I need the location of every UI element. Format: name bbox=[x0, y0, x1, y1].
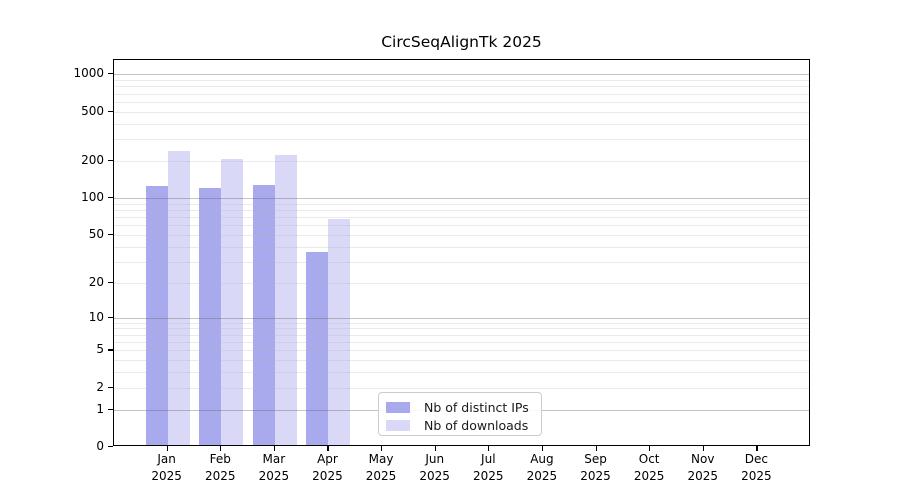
x-tick-label-mar: Mar 2025 bbox=[258, 452, 290, 483]
gridline-minor-200 bbox=[114, 160, 809, 162]
x-tick-label-dec: Dec 2025 bbox=[741, 452, 772, 483]
gridline-minor-4 bbox=[114, 360, 809, 362]
gridline-minor-9 bbox=[114, 322, 809, 324]
gridline-minor-900 bbox=[114, 79, 809, 81]
y-tick-label-1: 1 bbox=[96, 401, 104, 416]
gridline-minor-20 bbox=[114, 282, 809, 284]
gridline-minor-90 bbox=[114, 203, 809, 205]
y-tick-mark-1000 bbox=[108, 73, 113, 75]
x-tick-label-sep: Sep 2025 bbox=[580, 452, 611, 483]
y-tick-mark-2 bbox=[108, 386, 113, 388]
gridline-minor-7 bbox=[114, 334, 809, 336]
chart-title: CircSeqAlignTk 2025 bbox=[381, 33, 542, 51]
y-tick-mark-50 bbox=[108, 233, 113, 236]
gridline-major-1000 bbox=[114, 74, 809, 76]
gridline-minor-500 bbox=[114, 111, 809, 113]
gridline-major-100 bbox=[114, 198, 809, 200]
x-tick-mark-feb bbox=[220, 446, 222, 451]
x-tick-label-oct: Oct 2025 bbox=[633, 452, 665, 483]
bar-feb-nb-of-downloads bbox=[221, 158, 244, 445]
gridline-minor-70 bbox=[114, 217, 809, 219]
x-tick-label-jun: Jun 2025 bbox=[419, 452, 450, 483]
gridline-minor-600 bbox=[114, 101, 809, 103]
legend-label-distinct-ips: Nb of distinct IPs bbox=[424, 400, 529, 415]
y-tick-label-200: 200 bbox=[81, 152, 104, 167]
y-tick-label-50: 50 bbox=[88, 226, 104, 241]
gridline-minor-5 bbox=[114, 350, 809, 352]
legend-item-downloads: Nb of downloads bbox=[386, 417, 533, 434]
y-tick-mark-1 bbox=[108, 408, 113, 410]
gridline-minor-800 bbox=[114, 86, 809, 88]
gridline-minor-3 bbox=[114, 372, 809, 374]
legend: Nb of distinct IPs Nb of downloads bbox=[378, 392, 542, 436]
x-tick-mark-jun bbox=[434, 446, 436, 451]
plot-area bbox=[113, 59, 810, 446]
x-tick-mark-oct bbox=[649, 446, 651, 451]
y-tick-mark-20 bbox=[108, 281, 113, 283]
y-tick-label-1000: 1000 bbox=[73, 66, 104, 81]
gridline-minor-300 bbox=[114, 139, 809, 141]
x-tick-mark-sep bbox=[595, 446, 597, 451]
bar-apr-nb-of-downloads bbox=[328, 219, 351, 445]
legend-item-distinct-ips: Nb of distinct IPs bbox=[386, 399, 533, 416]
x-tick-mark-dec bbox=[756, 446, 758, 451]
gridline-minor-6 bbox=[114, 342, 809, 344]
y-tick-mark-0 bbox=[108, 446, 113, 448]
legend-label-downloads: Nb of downloads bbox=[424, 418, 529, 433]
gridline-minor-30 bbox=[114, 261, 809, 263]
gridline-minor-2 bbox=[114, 387, 809, 389]
gridline-major-10 bbox=[114, 317, 809, 319]
x-tick-mark-jan bbox=[166, 446, 168, 451]
x-tick-label-feb: Feb 2025 bbox=[204, 452, 236, 483]
gridline-minor-8 bbox=[114, 328, 809, 330]
gridline-minor-700 bbox=[114, 93, 809, 95]
x-tick-mark-jul bbox=[488, 446, 490, 451]
x-tick-label-apr: Apr 2025 bbox=[312, 452, 343, 483]
x-tick-label-jan: Jan 2025 bbox=[151, 452, 182, 483]
x-tick-label-aug: Aug 2025 bbox=[526, 452, 558, 483]
x-tick-label-may: May 2025 bbox=[365, 452, 397, 483]
x-tick-mark-apr bbox=[327, 446, 329, 451]
y-tick-label-5: 5 bbox=[96, 342, 104, 357]
x-tick-label-nov: Nov 2025 bbox=[687, 452, 719, 483]
y-tick-label-10: 10 bbox=[88, 309, 104, 324]
y-tick-label-0: 0 bbox=[96, 439, 104, 453]
x-tick-mark-aug bbox=[541, 446, 544, 451]
bar-feb-nb-of-distinct-ips bbox=[199, 187, 222, 445]
gridline-minor-80 bbox=[114, 209, 809, 211]
legend-swatch-downloads bbox=[386, 420, 410, 431]
x-tick-mark-mar bbox=[273, 446, 276, 451]
bar-mar-nb-of-distinct-ips bbox=[252, 185, 275, 445]
legend-swatch-distinct-ips bbox=[386, 402, 410, 413]
gridline-minor-40 bbox=[114, 246, 809, 248]
y-tick-label-2: 2 bbox=[96, 379, 104, 394]
y-tick-label-100: 100 bbox=[81, 190, 104, 205]
bar-mar-nb-of-downloads bbox=[274, 155, 297, 445]
bar-apr-nb-of-distinct-ips bbox=[306, 251, 329, 445]
gridline-minor-50 bbox=[114, 234, 809, 236]
y-tick-label-20: 20 bbox=[88, 274, 104, 289]
y-tick-label-500: 500 bbox=[81, 103, 104, 118]
y-tick-mark-100 bbox=[108, 197, 113, 199]
gridline-minor-60 bbox=[114, 225, 809, 227]
x-tick-label-jul: Jul 2025 bbox=[473, 452, 504, 483]
y-tick-mark-5 bbox=[108, 349, 113, 351]
x-tick-mark-nov bbox=[702, 446, 704, 451]
y-tick-mark-200 bbox=[108, 159, 113, 162]
gridline-minor-400 bbox=[114, 123, 809, 125]
y-tick-mark-10 bbox=[108, 316, 113, 318]
y-tick-mark-500 bbox=[108, 110, 113, 112]
x-tick-mark-may bbox=[381, 446, 383, 451]
bar-jan-nb-of-downloads bbox=[167, 151, 190, 445]
bar-jan-nb-of-distinct-ips bbox=[145, 186, 168, 445]
